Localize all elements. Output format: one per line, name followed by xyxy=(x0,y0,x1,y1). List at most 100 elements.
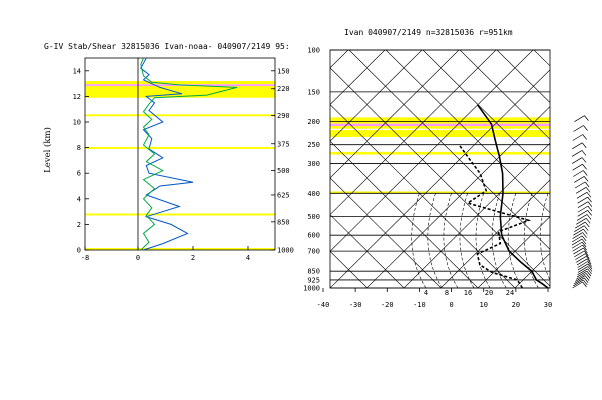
wind-barb xyxy=(574,225,585,232)
wind-barb xyxy=(575,253,586,260)
dashed-guide-line xyxy=(427,193,443,288)
wind-barbs xyxy=(571,115,593,289)
wind-barb-flag xyxy=(581,235,587,242)
dashed-guide-line xyxy=(491,193,507,288)
wind-barb-flag xyxy=(582,279,588,286)
y-tick-label: 4 xyxy=(77,195,81,203)
wind-barb-flag xyxy=(585,273,591,279)
stab-shear-pressure-labels: 150 220 290 375 500 625 850 1000 xyxy=(271,67,294,255)
stab-shear-series xyxy=(140,57,238,251)
highlight-band xyxy=(85,81,275,85)
wind-barb xyxy=(573,228,584,236)
pressure-label: 100 xyxy=(307,47,320,55)
wind-barb xyxy=(574,181,586,189)
pressure-label: 200 xyxy=(307,118,320,126)
x-tick-label: -30 xyxy=(349,301,362,309)
skew-line-down xyxy=(348,50,550,250)
wind-barb xyxy=(576,218,587,225)
pressure-label: 500 xyxy=(307,213,320,221)
wind-barb-flag xyxy=(584,225,589,231)
wind-barb xyxy=(571,157,583,164)
x-tick-label: 20 xyxy=(512,301,520,309)
skew-line-down xyxy=(330,214,405,288)
skew-line-down xyxy=(422,50,550,177)
wind-barb-flag xyxy=(581,157,587,163)
wind-barb-flag xyxy=(582,134,588,140)
wind-barb xyxy=(576,256,587,263)
guide-label: 16 xyxy=(464,289,472,297)
dewpoint-profile xyxy=(458,144,532,288)
skew-t-diagonal-lines xyxy=(0,50,602,288)
skew-line-down xyxy=(496,50,550,103)
wind-barb xyxy=(576,192,588,199)
wind-barb-flag xyxy=(587,263,593,270)
pressure-label: 1000 xyxy=(303,285,320,293)
skew-line-down xyxy=(330,104,516,288)
skew-line-up xyxy=(589,50,602,288)
stab-shear-title: G-IV Stab/Shear 32815036 Ivan-noaa- 0409… xyxy=(44,42,290,51)
wind-barb xyxy=(577,266,589,273)
skew-line-up xyxy=(552,50,602,288)
wind-barb-flag xyxy=(581,241,587,248)
wind-barb-flag xyxy=(584,115,589,121)
y-tick-label: 2 xyxy=(77,221,81,229)
y-tick-label: 10 xyxy=(73,119,81,127)
highlight-band xyxy=(330,191,550,194)
wind-barb-flag xyxy=(583,176,589,182)
skew-line-up xyxy=(330,50,386,105)
stab-shear-chart: G-IV Stab/Shear 32815036 Ivan-noaa- 0409… xyxy=(42,42,294,262)
highlight-band xyxy=(85,86,275,90)
wind-barb xyxy=(573,170,584,177)
x-tick-label: 0 xyxy=(449,301,453,309)
dashed-guide-line xyxy=(443,193,459,288)
pressure-label: 600 xyxy=(307,232,320,240)
skew-line-up xyxy=(477,216,550,288)
highlight-band xyxy=(330,130,550,137)
pressure-label: 220 xyxy=(277,85,290,93)
skew-line-up xyxy=(366,106,550,288)
wind-barb xyxy=(574,250,585,258)
wind-barb-flag xyxy=(581,238,587,245)
wind-barb-flag xyxy=(586,192,592,198)
wind-barb-flag xyxy=(585,187,591,193)
skew-line-down xyxy=(533,50,550,67)
wind-barb xyxy=(572,244,583,252)
skew-line-down xyxy=(0,50,71,288)
dashed-guide-line xyxy=(459,193,475,288)
wind-barb xyxy=(574,275,586,282)
skew-line-up xyxy=(440,179,550,288)
dashed-guide-line xyxy=(507,193,523,288)
skew-t-highlight-bands xyxy=(330,117,550,194)
wind-barb xyxy=(577,201,589,209)
x-tick-label: -40 xyxy=(317,301,330,309)
wind-barb xyxy=(577,263,589,271)
pressure-label: 925 xyxy=(307,276,320,284)
wind-barb xyxy=(572,134,583,141)
wind-barb-flag xyxy=(581,150,587,156)
wind-barb xyxy=(573,279,584,287)
pressure-label: 150 xyxy=(277,67,290,75)
skew-line-up xyxy=(330,50,497,216)
wind-barb-flag xyxy=(587,205,593,212)
wind-barb-flag xyxy=(585,221,590,228)
highlight-band xyxy=(330,126,550,129)
wind-barb-flag xyxy=(582,232,587,238)
x-tick-label: -10 xyxy=(413,301,426,309)
temperature-profile xyxy=(477,104,549,288)
guide-label: 4 xyxy=(424,289,428,297)
pressure-label: 250 xyxy=(307,141,320,149)
wind-barb-flag xyxy=(585,218,591,224)
dashed-guide-line xyxy=(523,193,539,288)
dashed-guide-line xyxy=(540,193,550,281)
wind-barb xyxy=(575,186,587,194)
wind-barb xyxy=(571,238,583,246)
wind-barb-flag xyxy=(582,281,587,288)
pressure-label: 290 xyxy=(277,112,290,120)
wind-barb xyxy=(577,210,588,217)
x-tick-label: 2 xyxy=(191,254,195,262)
wind-barb xyxy=(572,281,583,289)
pressure-label: 625 xyxy=(277,191,290,199)
wind-barb-flag xyxy=(586,258,592,265)
wind-barb xyxy=(571,235,583,243)
wind-barb xyxy=(573,247,584,255)
